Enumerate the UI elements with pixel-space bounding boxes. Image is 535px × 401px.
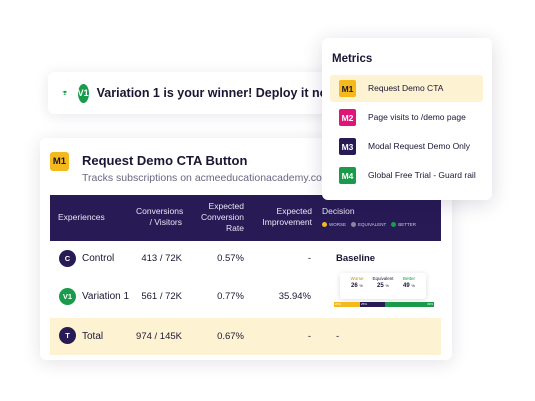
equivalent-segment: 25% bbox=[360, 302, 385, 307]
variation-badge: V1 bbox=[77, 83, 89, 103]
row-name: Variation 1 bbox=[82, 291, 130, 302]
worse-stat: Worse 26 % bbox=[344, 276, 370, 289]
equivalent-stat: Equivalent 25 % bbox=[370, 276, 396, 289]
header-expected-improvement: Expected Improvement bbox=[262, 206, 312, 227]
decision-tooltip: Worse 26 % Equivalent 25 % Better 49 % bbox=[340, 273, 426, 299]
worse-value: 26 % bbox=[351, 283, 363, 289]
metric-badge: M1 bbox=[50, 152, 69, 171]
metric-label: Modal Request Demo Only bbox=[368, 141, 471, 151]
equivalent-dot-icon bbox=[351, 222, 357, 227]
equivalent-value: 25 % bbox=[377, 283, 389, 289]
decision-bar: 26% 25% 49% bbox=[334, 302, 434, 307]
header-expected-rate: Expected Conversion Rate bbox=[201, 201, 244, 233]
metric-label: Page visits to /demo page bbox=[368, 112, 466, 122]
legend-worse: WORSE bbox=[329, 222, 347, 227]
metric-badge: M1 bbox=[339, 80, 356, 97]
table-row-total: T Total 974 / 145K 0.67% - - bbox=[50, 318, 441, 355]
row-improvement: 35.94% bbox=[278, 291, 311, 302]
header-conversions: Conversions / Visitors bbox=[136, 206, 184, 227]
decision-legend: WORSE EQUIVALENT BETTER bbox=[322, 222, 416, 227]
better-segment: 49% bbox=[385, 302, 434, 307]
variation-icon: V1 bbox=[59, 288, 76, 305]
legend-equivalent: EQUIVALENT bbox=[358, 222, 387, 227]
equivalent-label: Equivalent bbox=[372, 276, 394, 281]
table-header: Experiences Conversions / Visitors Expec… bbox=[50, 195, 441, 241]
row-conversions: 974 / 145K bbox=[136, 331, 182, 342]
row-rate: 0.57% bbox=[217, 253, 244, 264]
metric-badge: M2 bbox=[339, 109, 356, 126]
table-row-control[interactable]: C Control 413 / 72K 0.57% - Baseline bbox=[50, 241, 441, 277]
metric-item-m2[interactable]: M2 Page visits to /demo page bbox=[330, 104, 483, 131]
metric-item-m4[interactable]: M4 Global Free Trial - Guard rail bbox=[330, 162, 483, 189]
card-subtitle: Tracks subscriptions on acmeeducationaca… bbox=[82, 172, 331, 184]
metrics-dropdown: Metrics M1 Request Demo CTA M2 Page visi… bbox=[322, 38, 492, 200]
row-rate: 0.67% bbox=[217, 331, 244, 342]
metrics-title: Metrics bbox=[332, 53, 373, 65]
row-improvement: - bbox=[307, 253, 311, 264]
winner-message: Variation 1 is your winner! Deploy it no… bbox=[96, 86, 340, 100]
row-improvement: - bbox=[307, 331, 311, 342]
card-title: Request Demo CTA Button bbox=[82, 153, 248, 168]
total-icon: T bbox=[59, 327, 76, 344]
header-decision: Decision bbox=[322, 206, 355, 216]
winner-banner: V1 Variation 1 is your winner! Deploy it… bbox=[48, 72, 340, 114]
row-decision: Baseline bbox=[336, 253, 376, 264]
metric-item-m3[interactable]: M3 Modal Request Demo Only bbox=[330, 133, 483, 160]
metric-badge: M3 bbox=[339, 138, 356, 155]
metric-badge: M4 bbox=[339, 167, 356, 184]
row-conversions: 561 / 72K bbox=[141, 291, 182, 302]
row-name: Control bbox=[82, 253, 115, 264]
row-name: Total bbox=[82, 331, 104, 342]
decision-chart[interactable]: Worse 26 % Equivalent 25 % Better 49 % 2… bbox=[334, 273, 434, 321]
control-icon: C bbox=[59, 250, 76, 267]
header-experiences: Experiences bbox=[58, 212, 105, 222]
worse-label: Worse bbox=[350, 276, 364, 281]
table-row-variation-1[interactable]: V1 Variation 1 561 / 72K 0.77% 35.94% Wo… bbox=[50, 273, 441, 317]
legend-better: BETTER bbox=[398, 222, 416, 227]
trophy-icon bbox=[62, 90, 68, 95]
worse-dot-icon bbox=[322, 222, 327, 227]
row-decision: - bbox=[336, 331, 340, 342]
row-rate: 0.77% bbox=[217, 291, 244, 302]
row-conversions: 413 / 72K bbox=[141, 253, 182, 264]
better-dot-icon bbox=[391, 222, 397, 227]
better-label: Better bbox=[402, 276, 415, 281]
better-value: 49 % bbox=[403, 283, 415, 289]
metric-label: Global Free Trial - Guard rail bbox=[368, 170, 476, 180]
metric-label: Request Demo CTA bbox=[368, 83, 444, 93]
metric-item-m1[interactable]: M1 Request Demo CTA bbox=[330, 75, 483, 102]
worse-segment: 26% bbox=[334, 302, 360, 307]
better-stat: Better 49 % bbox=[396, 276, 422, 289]
